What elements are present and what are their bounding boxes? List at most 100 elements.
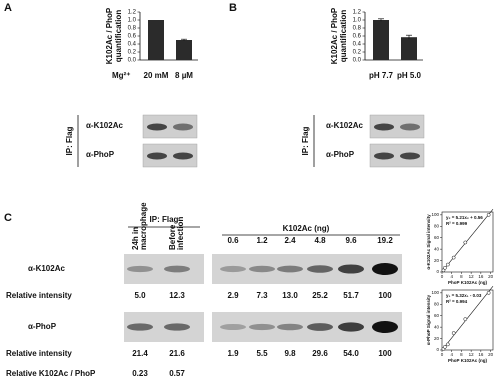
band — [372, 263, 398, 275]
intensity-value: 21.6 — [169, 349, 185, 358]
y-tick-label: 0.6 — [353, 34, 362, 40]
y-tick-label: 0.0 — [353, 58, 362, 64]
y-tick-label: 80 — [434, 301, 440, 306]
y-tick-label: 0.6 — [128, 34, 137, 40]
y-tick-label: 100 — [431, 212, 439, 217]
intensity-value: 100 — [378, 291, 392, 300]
panel-label: A — [4, 2, 12, 14]
intensity-value: 21.4 — [132, 349, 148, 358]
intensity-value: 13.0 — [282, 291, 298, 300]
x-axis-label: PhoP K102Ac (ng) — [448, 358, 487, 363]
y-tick-label: 0.0 — [128, 58, 137, 64]
band — [127, 323, 153, 331]
y-tick-label: 0 — [436, 269, 439, 274]
band — [400, 152, 420, 160]
ip-label: IP: Flag — [65, 126, 74, 155]
intensity-value: 12.3 — [169, 291, 185, 300]
y-tick-label: 1.2 — [128, 10, 137, 16]
equation: y₁ = 5.32x₁ - 0.03 — [446, 293, 482, 298]
point — [451, 255, 456, 260]
x-tick-label: 16 — [478, 352, 484, 357]
y-tick-label: 40 — [434, 324, 440, 329]
y-tick-label: 1.0 — [353, 18, 362, 24]
amount-label: 1.2 — [256, 236, 268, 245]
x-axis-label: PhoP K102Ac (ng) — [448, 280, 487, 285]
intensity-value: 54.0 — [343, 349, 359, 358]
x-tick-label: 4 — [450, 352, 453, 357]
y-axis-label: K102Ac / PhoP — [330, 7, 339, 64]
sample-label: infection — [176, 217, 185, 250]
y-axis-label: α-K102Ac Signal intensity — [426, 214, 431, 270]
band — [173, 123, 193, 131]
y-tick-label: 0.8 — [353, 26, 362, 32]
y-axis-label: quantification — [339, 10, 348, 63]
bar — [148, 20, 164, 60]
point — [445, 262, 450, 267]
intensity-value: 29.6 — [312, 349, 328, 358]
y-tick-label: 60 — [434, 235, 440, 240]
point — [443, 265, 447, 270]
titration-title: K102Ac (ng) — [283, 224, 330, 233]
band — [338, 264, 364, 274]
band — [372, 321, 398, 333]
band — [249, 323, 275, 331]
band — [249, 265, 275, 273]
band — [164, 265, 190, 273]
intensity-label: Relative intensity — [6, 349, 72, 358]
band — [400, 123, 420, 131]
blot — [369, 143, 425, 168]
bar — [401, 37, 417, 60]
x-tick-label: 20 — [488, 352, 494, 357]
y-tick-label: 100 — [431, 290, 439, 295]
ratio-value: 0.57 — [169, 369, 185, 378]
amount-label: 2.4 — [284, 236, 296, 245]
blot — [369, 114, 425, 139]
y-tick-label: 0.2 — [128, 50, 137, 56]
point — [463, 240, 468, 245]
y-tick-label: 60 — [434, 313, 440, 318]
x-tick-label: 20 — [488, 274, 494, 279]
intensity-value: 1.9 — [227, 349, 239, 358]
y-tick-label: 20 — [434, 258, 440, 263]
point — [451, 331, 456, 335]
y-axis-label: K102Ac / PhoP — [105, 7, 114, 64]
intensity-value: 5.5 — [256, 349, 268, 358]
ip-label: IP: Flag — [150, 215, 179, 224]
x-tick-label: pH 5.0 — [397, 71, 422, 80]
y-axis-label: quantification — [114, 10, 123, 63]
ip-label: IP: Flag — [301, 126, 310, 155]
band — [220, 265, 246, 273]
y-tick-label: 0.8 — [128, 26, 137, 32]
panel-label: C — [4, 212, 12, 224]
plot-frame — [441, 289, 494, 351]
sample-label: Before — [168, 224, 177, 250]
amount-label: 9.6 — [345, 236, 357, 245]
r-squared: R² = 0.999 — [446, 221, 468, 226]
band — [374, 152, 394, 160]
bar — [373, 20, 389, 60]
band — [164, 323, 190, 331]
x-tick-label: 8 — [460, 352, 463, 357]
band — [307, 265, 333, 273]
intensity-value: 9.8 — [284, 349, 296, 358]
antibody-label: α-K102Ac — [86, 121, 123, 130]
intensity-label: Relative intensity — [6, 291, 72, 300]
band — [277, 265, 303, 273]
band — [374, 123, 394, 131]
amount-label: 4.8 — [314, 236, 326, 245]
y-tick-label: 1.2 — [353, 10, 362, 16]
x-tick-label: 0 — [441, 352, 444, 357]
point — [463, 317, 468, 321]
y-tick-label: 0.4 — [128, 42, 137, 48]
y-tick-label: 0.4 — [353, 42, 362, 48]
point — [445, 342, 450, 347]
y-tick-label: 0.2 — [353, 50, 362, 56]
point — [486, 213, 491, 217]
x-tick-label: 12 — [469, 352, 475, 357]
y-tick-label: 0 — [436, 347, 439, 352]
band — [173, 152, 193, 160]
ratio-label: Relative K102Ac / PhoP — [6, 369, 96, 378]
antibody-label: α-PhoP — [326, 150, 355, 159]
antibody-label: α-PhoP — [28, 322, 57, 331]
